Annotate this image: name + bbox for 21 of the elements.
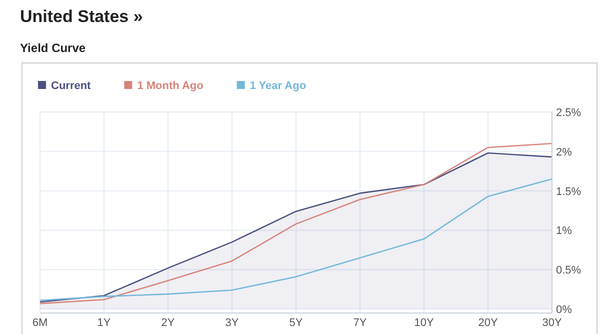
x-tick-label: 6M — [32, 317, 48, 329]
x-tick-label: 1Y — [97, 317, 112, 329]
x-tick-label: 20Y — [478, 317, 498, 329]
legend-label: Current — [51, 80, 92, 92]
x-tick-label: 5Y — [289, 317, 304, 329]
y-tick-label: 0% — [556, 304, 572, 316]
x-tick-label: 30Y — [542, 317, 562, 329]
x-tick-label: 10Y — [414, 317, 434, 329]
x-tick-label: 2Y — [161, 317, 176, 329]
y-tick-label: 1.5% — [556, 186, 582, 198]
x-tick-label: 3Y — [225, 317, 240, 329]
y-tick-label: 0.5% — [556, 264, 582, 277]
y-tick-label: 2% — [556, 146, 572, 158]
legend-label: 1 Year Ago — [250, 80, 306, 92]
chart-subtitle: Yield Curve — [20, 41, 86, 55]
x-tick-label: 7Y — [353, 317, 368, 329]
y-tick-label: 2.5% — [556, 107, 582, 119]
chart-title: United States » — [20, 7, 143, 26]
y-tick-label: 1% — [556, 225, 572, 238]
legend-label: 1 Month Ago — [137, 80, 204, 92]
line-series — [39, 178, 553, 302]
